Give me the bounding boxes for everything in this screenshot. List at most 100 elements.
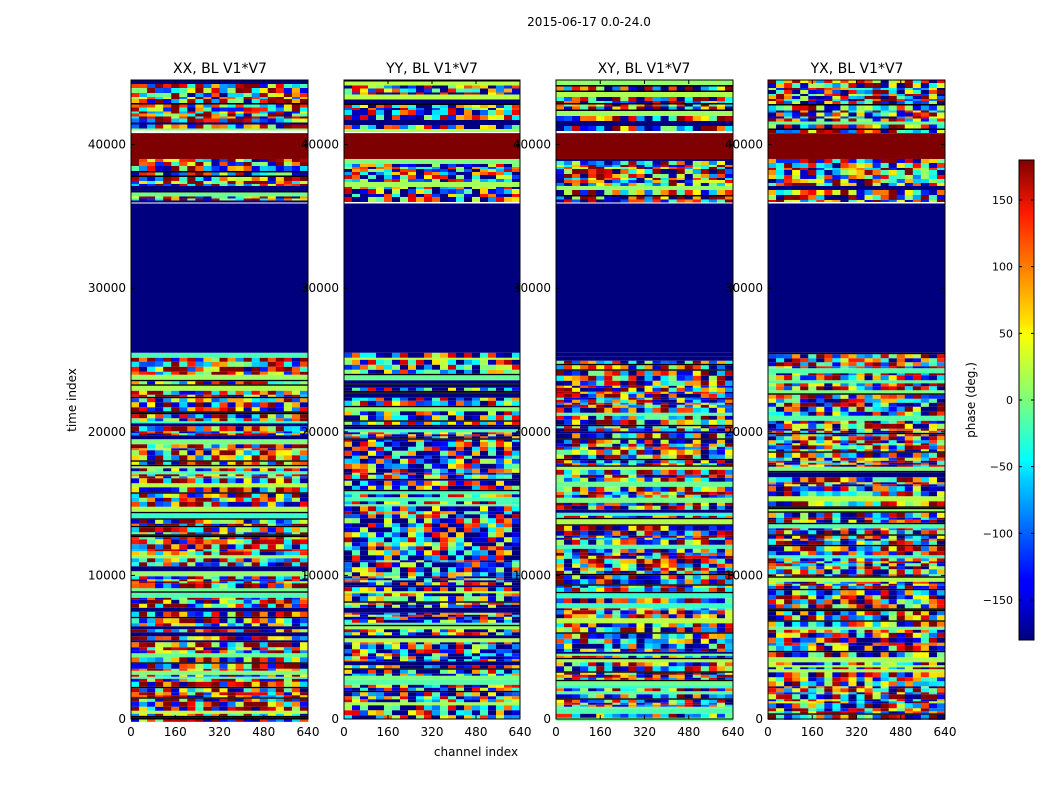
heatmap-cell xyxy=(155,701,164,707)
heatmap-cell xyxy=(572,360,581,364)
heatmap-cell xyxy=(700,86,710,91)
heatmap-cell xyxy=(251,198,261,201)
heatmap-cell xyxy=(504,562,513,568)
heatmap-cell xyxy=(360,359,369,365)
heatmap-cell xyxy=(251,180,261,184)
heatmap-cell xyxy=(179,551,188,556)
heatmap-cell xyxy=(724,86,734,91)
heatmap-cell xyxy=(163,450,172,456)
heatmap-cell xyxy=(392,359,401,365)
heatmap-cell xyxy=(179,116,188,119)
heatmap-cell xyxy=(480,649,489,654)
heatmap-cell xyxy=(376,567,385,573)
heatmap-cell xyxy=(408,441,417,447)
heatmap-cell xyxy=(187,118,196,123)
heatmap-cell xyxy=(596,380,605,386)
heatmap-cell xyxy=(424,163,433,167)
heatmap-cell xyxy=(384,596,393,602)
heatmap-cell xyxy=(147,461,156,465)
heatmap-cell xyxy=(456,432,465,435)
heatmap-cell xyxy=(408,665,417,669)
heatmap-cell xyxy=(488,446,497,451)
heatmap-cell xyxy=(440,472,449,475)
heatmap-cell xyxy=(299,394,309,397)
heatmap-cell xyxy=(155,501,164,507)
heatmap-cell xyxy=(716,101,726,103)
heatmap-cell xyxy=(440,527,449,533)
heatmap-cell xyxy=(480,421,489,425)
heatmap-cell xyxy=(432,92,441,95)
heatmap-cell xyxy=(636,106,645,110)
heatmap-cell xyxy=(416,188,425,194)
heatmap-cell xyxy=(496,359,505,365)
heatmap-cell xyxy=(700,380,710,386)
heatmap-cell xyxy=(283,402,293,408)
heatmap-cell xyxy=(275,107,285,112)
heatmap-cell xyxy=(416,511,425,515)
heatmap-cell xyxy=(203,695,212,698)
heatmap-cell xyxy=(163,629,172,633)
heatmap-cell xyxy=(700,397,710,400)
heatmap-cell xyxy=(155,523,164,526)
heatmap-cell xyxy=(384,105,393,108)
heatmap-cell xyxy=(147,599,156,604)
heatmap-cell xyxy=(179,431,188,434)
heatmap-cell xyxy=(283,487,293,493)
heatmap-cell xyxy=(448,669,457,674)
heatmap-cell xyxy=(392,105,401,108)
heatmap-cell xyxy=(171,88,180,93)
heatmap-cell xyxy=(131,107,140,112)
heatmap-cell xyxy=(187,583,196,589)
heatmap-cell xyxy=(432,472,441,475)
heatmap-cell xyxy=(227,402,236,408)
heatmap-cell xyxy=(195,468,204,472)
heatmap-cell xyxy=(456,458,465,464)
heatmap-cell xyxy=(211,678,220,682)
heatmap-cell xyxy=(440,441,449,447)
heatmap-cell xyxy=(187,426,196,432)
heatmap-cell xyxy=(187,97,196,99)
heatmap-cell xyxy=(211,713,220,716)
heatmap-cell xyxy=(283,366,293,372)
heatmap-cell xyxy=(283,599,293,604)
heatmap-cell xyxy=(472,642,481,645)
heatmap-cell xyxy=(187,678,196,682)
heatmap-cell xyxy=(299,104,309,108)
heatmap-cell xyxy=(227,544,236,550)
heatmap-cell xyxy=(235,478,244,484)
heatmap-cell xyxy=(408,518,417,524)
heatmap-cell xyxy=(504,188,513,194)
y-tick-label: 0 xyxy=(331,712,339,726)
heatmap-cell xyxy=(243,551,252,556)
heatmap-cell xyxy=(291,544,301,550)
heatmap-cell xyxy=(512,684,521,688)
heatmap-cell xyxy=(203,431,212,434)
heatmap-cell xyxy=(344,472,353,475)
heatmap-cell xyxy=(612,399,621,403)
heatmap-cell xyxy=(660,199,669,203)
heatmap-cell xyxy=(432,186,441,189)
heatmap-cell xyxy=(203,474,212,477)
heatmap-cell xyxy=(376,542,385,547)
heatmap-cell xyxy=(131,196,140,199)
heatmap-cell xyxy=(360,550,369,556)
heatmap-cell xyxy=(227,461,236,465)
heatmap-cell xyxy=(660,404,669,408)
heatmap-cell xyxy=(131,431,140,434)
heatmap-cell xyxy=(652,166,661,169)
heatmap-cell xyxy=(360,436,369,439)
heatmap-cell xyxy=(504,669,513,674)
heatmap-cell xyxy=(424,174,433,179)
heatmap-cell xyxy=(275,398,285,403)
heatmap-row xyxy=(556,185,733,190)
heatmap-cell xyxy=(424,480,433,486)
heatmap-cell xyxy=(472,616,481,620)
heatmap-cell xyxy=(400,411,409,416)
heatmap-cell xyxy=(496,572,505,577)
heatmap-cell xyxy=(456,463,465,469)
heatmap-cell xyxy=(392,527,401,533)
heatmap-cell xyxy=(235,537,244,540)
heatmap-cell xyxy=(384,593,393,597)
heatmap-cell xyxy=(456,715,465,720)
heatmap-cell xyxy=(291,172,301,176)
